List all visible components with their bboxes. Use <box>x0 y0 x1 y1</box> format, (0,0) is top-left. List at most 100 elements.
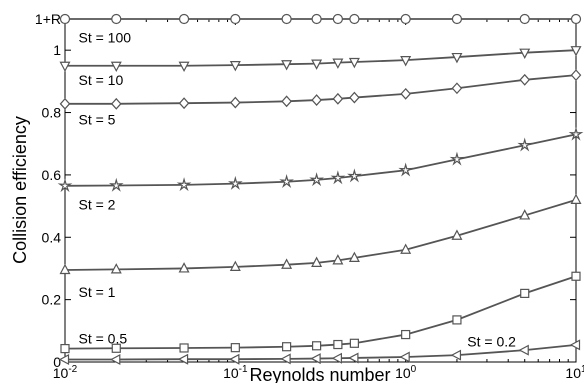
data-point <box>229 353 240 365</box>
data-point <box>517 137 533 152</box>
data-point <box>568 126 584 141</box>
series-st-100 <box>59 13 582 25</box>
axis-ticks: 10-2 10-1 100 101 0 0.2 0.4 0.6 0.8 1 1+R <box>35 11 584 381</box>
series-st-10 <box>59 46 582 73</box>
data-point <box>569 339 581 351</box>
data-point <box>451 52 463 64</box>
data-point <box>570 13 582 25</box>
data-point <box>348 57 360 69</box>
y-tick-label: 1 <box>53 42 61 58</box>
series-label: St = 5 <box>78 112 115 128</box>
y-axis-label: Collision efficiency <box>10 116 30 264</box>
data-point <box>230 96 241 109</box>
data-point <box>311 256 323 267</box>
data-point <box>110 263 122 274</box>
series-label: St = 2 <box>78 197 115 213</box>
data-point <box>109 354 121 366</box>
data-point <box>570 69 582 82</box>
data-point <box>332 254 344 265</box>
data-point <box>570 46 582 57</box>
data-point <box>311 59 323 70</box>
series-label: St = 10 <box>78 72 123 88</box>
data-point <box>57 178 73 193</box>
data-point <box>452 315 462 325</box>
x-tick-label: 100 <box>395 364 417 381</box>
data-point <box>520 288 530 298</box>
x-tick-label: 10-2 <box>53 364 78 381</box>
series-line <box>64 198 577 271</box>
data-point <box>519 73 531 86</box>
x-tick-label: 10-1 <box>223 364 248 381</box>
y-tick-label: 0.4 <box>42 229 62 245</box>
data-point <box>281 60 293 71</box>
data-point <box>178 61 190 73</box>
data-point <box>111 343 121 353</box>
series-st-0-2 <box>58 339 581 366</box>
data-point <box>399 351 410 363</box>
data-point <box>333 339 343 350</box>
series-line <box>65 343 577 361</box>
data-point <box>451 13 463 25</box>
data-point <box>177 353 189 365</box>
data-point <box>349 338 359 348</box>
plot-frame <box>64 18 577 363</box>
data-point <box>347 168 362 183</box>
data-point <box>312 341 322 351</box>
data-point <box>229 61 241 72</box>
y-tick-label: 0.8 <box>42 105 62 121</box>
data-point <box>451 229 463 240</box>
data-point <box>400 13 411 25</box>
data-point <box>349 91 360 104</box>
data-point <box>400 87 411 100</box>
y-tick-label: 0.2 <box>42 292 62 308</box>
data-point <box>349 13 360 25</box>
series-st-2 <box>57 126 584 193</box>
data-point <box>176 177 192 192</box>
data-point <box>332 92 344 105</box>
data-point <box>280 353 291 365</box>
data-point <box>281 13 292 25</box>
x-tick-label: 101 <box>565 364 584 381</box>
series-line <box>65 74 577 105</box>
data-point <box>281 258 293 269</box>
data-point <box>178 13 190 25</box>
x-axis-label: Reynolds number <box>249 365 390 383</box>
data-point <box>58 354 70 366</box>
data-point <box>311 13 322 25</box>
series-label: St = 100 <box>78 30 131 46</box>
series-st-0-5 <box>60 271 581 354</box>
data-point <box>309 172 324 187</box>
data-point <box>400 56 412 67</box>
data-point <box>110 61 122 73</box>
data-point <box>281 95 292 108</box>
data-point <box>178 262 190 273</box>
data-point <box>519 209 531 220</box>
data-point <box>519 13 530 25</box>
series-labels: St = 100 St = 10 St = 5 St = 2 St = 1 St = 0.… <box>78 30 516 350</box>
series-line <box>65 49 577 67</box>
data-point <box>60 343 70 354</box>
data-point <box>570 193 582 204</box>
data-point <box>331 352 342 364</box>
y-tick-label: 1+R <box>35 11 61 27</box>
data-point <box>282 342 292 352</box>
data-point <box>311 94 322 106</box>
data-point <box>451 82 463 95</box>
data-point <box>449 151 465 166</box>
data-point <box>178 97 190 110</box>
data-point <box>571 271 581 281</box>
y-tick-label: 0.6 <box>42 167 62 183</box>
data-point <box>348 251 360 262</box>
data-point <box>518 344 529 356</box>
series-line <box>64 133 577 187</box>
data-point <box>519 48 531 59</box>
data-point <box>179 343 189 353</box>
y-tick-label: 0 <box>53 354 61 370</box>
series-label: St = 0.5 <box>78 331 127 347</box>
data-point <box>108 177 124 192</box>
data-point <box>227 175 243 190</box>
data-point <box>59 97 71 110</box>
data-point <box>229 260 241 271</box>
data-point <box>59 13 71 25</box>
